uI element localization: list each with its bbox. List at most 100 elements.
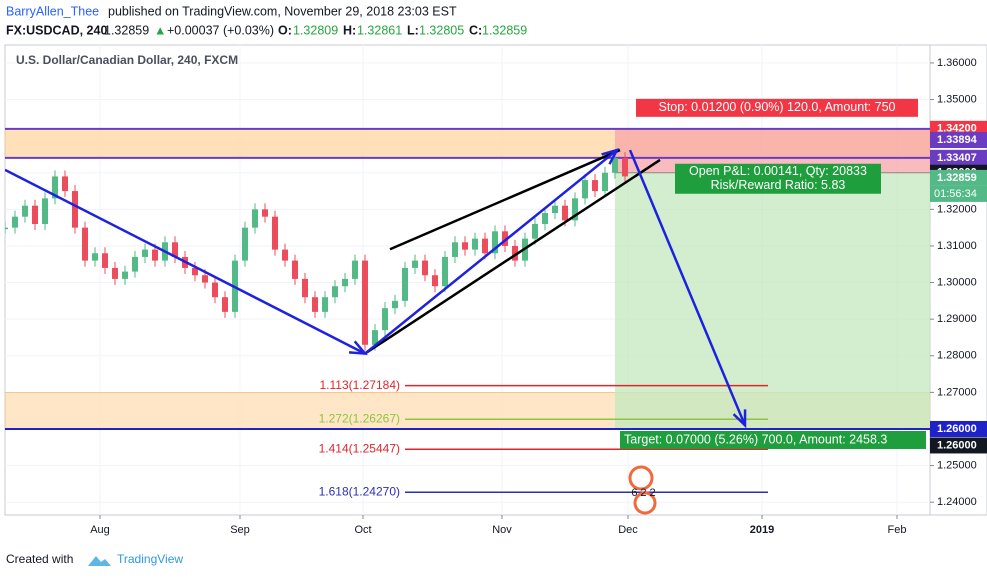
candle-body [592,180,598,192]
pnl-label: Open P&L: 0.00141, Qty: 20833 [689,164,867,178]
candle-body [222,297,228,312]
y-tick-label: 1.36000 [937,57,977,69]
candle-body [172,242,178,257]
candle-body [472,238,478,250]
candle-body [512,245,518,261]
candle-body [52,176,58,199]
candle-body [122,271,128,279]
candle-body [12,216,18,228]
open-label: O: [278,23,292,37]
y-tick-label: 1.32000 [937,203,977,215]
y-tick-label: 1.31000 [937,240,977,252]
price-tag-label: 1.32859 [937,172,977,184]
author[interactable]: BarryAllen_Thee [6,4,99,18]
candle-body [542,213,548,224]
candle-body [572,198,578,221]
countdown: 01:56:34 [934,188,977,200]
price-tag [930,149,987,166]
price-tag-label: 1.33894 [937,134,978,146]
fib-label: 1.113(1.27184) [319,378,400,392]
candle-body [22,205,28,217]
y-tick-label: 1.25000 [937,459,977,471]
candle-body [422,260,428,276]
candle-body [112,267,118,279]
price-tag [930,420,987,437]
candle-body [142,249,148,257]
candle-body [212,282,218,298]
candle-body [432,275,438,287]
candle-body [372,330,378,345]
candle-body [202,275,208,283]
x-tick-label: Dec [618,524,638,536]
channel-line [364,158,661,355]
candle-body [92,253,98,261]
candle-body [452,242,458,257]
x-tick-label: 2019 [750,524,774,536]
candle-body [362,260,368,345]
candle-body [392,300,398,309]
candle-body [72,191,78,228]
candle-body [332,286,338,298]
pnl-bg [675,163,881,194]
chart-title: U.S. Dollar/Canadian Dollar, 240, FXCM [16,53,238,67]
x-tick-label: Feb [888,524,907,536]
change: +0.00037 (+0.03%) [167,23,274,37]
candle-body [342,278,348,287]
footer-brand[interactable]: TradingView [117,552,183,566]
y-tick-label: 1.29000 [937,313,977,325]
candle-body [252,209,258,228]
y-tick-label: 1.28000 [937,350,977,362]
published: published on TradingView.com, November 2… [108,4,457,18]
close: 1.32859 [482,23,527,37]
candle-body [602,172,608,192]
footer-created: Created with [6,552,73,566]
x-tick-label: Aug [90,524,110,536]
price-tag [930,132,987,149]
x-tick-label: Sep [230,524,250,536]
event-badge: 622 [631,487,658,499]
price-tag [930,169,987,186]
candle-body [552,205,558,214]
candle-body [502,231,508,246]
candle-body [62,176,68,192]
candle-body [262,209,268,217]
price-tag-label: 1.26000 [937,439,977,451]
candle-body [42,198,48,224]
arrow-head [601,148,620,165]
position-label: Stop: 0.01200 (0.90%) 120.0, Amount: 750 [659,100,896,114]
price-tag-label: 1.34200 [937,123,977,135]
candle-body [312,297,318,312]
trend-arrow [364,149,618,355]
fib-label: 1.618(1.24270) [319,484,400,498]
trend-arrow [5,168,366,355]
rr-label: Risk/Reward Ratio: 5.83 [711,178,846,192]
candle-body [272,216,278,250]
candle-body [462,242,468,250]
candle-body [622,158,628,177]
low-label: L: [407,23,419,37]
candle-body [382,308,388,331]
countdown-bg [930,185,987,202]
candle-body [412,260,418,268]
fib-label: 1.414(1.25447) [319,441,400,455]
candle-body [402,267,408,301]
candle-body [242,227,248,261]
candle-body [482,238,488,254]
y-tick-label: 1.30000 [937,276,977,288]
close-label: C: [469,23,482,37]
position-label-bg [636,98,918,117]
price-tag-label: 1.33407 [937,152,977,164]
event-icon [628,465,654,491]
candle-body [192,267,198,276]
channel-line [389,148,621,251]
y-tick-label: 1.35000 [937,93,977,105]
logo [88,556,111,566]
y-tick-label: 1.27000 [937,386,977,398]
candle-body [82,227,88,261]
candle-body [152,249,158,261]
x-tick-label: Nov [492,524,512,536]
candle-body [302,278,308,298]
price-tag [930,437,987,454]
candle-body [282,249,288,261]
arrow-head [732,409,747,429]
